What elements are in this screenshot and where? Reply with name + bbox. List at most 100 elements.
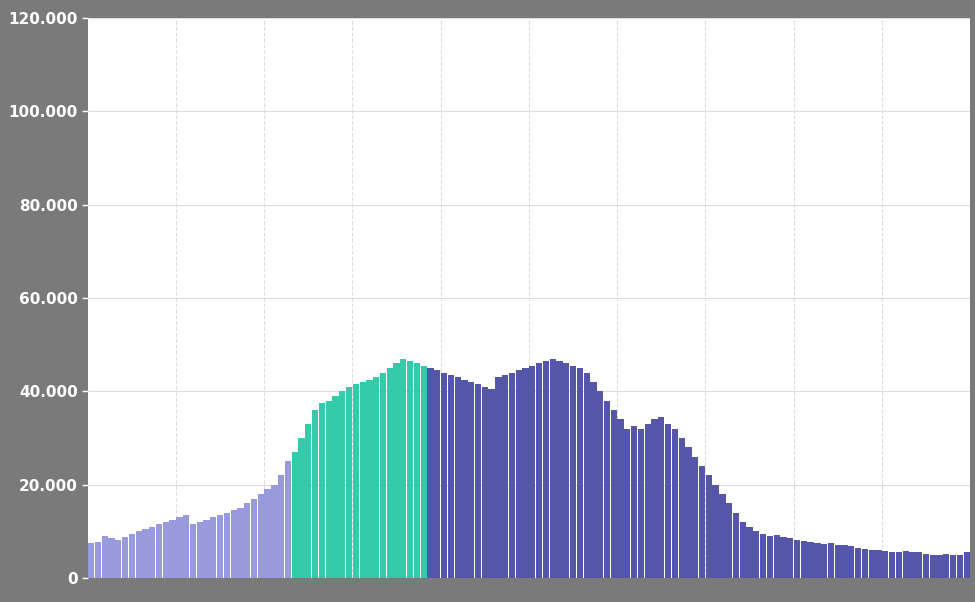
Bar — [848, 546, 854, 578]
Bar — [766, 536, 773, 578]
Bar — [488, 389, 494, 578]
Bar — [733, 512, 739, 578]
Bar — [855, 548, 861, 578]
Bar — [685, 447, 691, 578]
Bar — [794, 539, 800, 578]
Bar — [122, 537, 128, 578]
Bar — [353, 384, 359, 578]
Bar — [413, 364, 420, 578]
Bar — [841, 545, 847, 578]
Bar — [543, 361, 549, 578]
Bar — [740, 522, 746, 578]
Bar — [509, 373, 515, 578]
Bar — [482, 386, 488, 578]
Bar — [930, 554, 936, 578]
Bar — [726, 503, 732, 578]
Bar — [224, 512, 230, 578]
Bar — [305, 424, 311, 578]
Bar — [251, 498, 257, 578]
Bar — [163, 522, 169, 578]
Bar — [658, 417, 664, 578]
Bar — [651, 419, 657, 578]
Bar — [502, 375, 508, 578]
Bar — [211, 517, 216, 578]
Bar — [896, 552, 902, 578]
Bar — [454, 377, 461, 578]
Bar — [882, 551, 888, 578]
Bar — [441, 373, 448, 578]
Bar — [536, 364, 542, 578]
Bar — [217, 515, 223, 578]
Bar — [204, 520, 210, 578]
Bar — [577, 368, 583, 578]
Bar — [835, 545, 840, 578]
Bar — [950, 554, 956, 578]
Bar — [624, 429, 631, 578]
Bar — [617, 419, 624, 578]
Bar — [692, 456, 698, 578]
Bar — [597, 391, 604, 578]
Bar — [136, 531, 141, 578]
Bar — [807, 542, 814, 578]
Bar — [95, 542, 101, 578]
Bar — [910, 552, 916, 578]
Bar — [787, 538, 794, 578]
Bar — [706, 476, 712, 578]
Bar — [129, 533, 135, 578]
Bar — [298, 438, 304, 578]
Bar — [713, 485, 719, 578]
Bar — [170, 520, 175, 578]
Bar — [963, 552, 970, 578]
Bar — [550, 359, 556, 578]
Bar — [468, 382, 475, 578]
Bar — [475, 384, 481, 578]
Bar — [557, 361, 563, 578]
Bar — [889, 552, 895, 578]
Bar — [747, 527, 753, 578]
Bar — [387, 368, 393, 578]
Bar — [644, 424, 651, 578]
Bar — [610, 410, 617, 578]
Bar — [183, 515, 189, 578]
Bar — [360, 382, 366, 578]
Bar — [115, 539, 122, 578]
Bar — [434, 370, 441, 578]
Bar — [339, 391, 345, 578]
Bar — [638, 429, 644, 578]
Bar — [237, 508, 244, 578]
Bar — [495, 377, 501, 578]
Bar — [570, 365, 576, 578]
Bar — [407, 361, 413, 578]
Bar — [814, 543, 821, 578]
Bar — [197, 522, 203, 578]
Bar — [190, 524, 196, 578]
Bar — [773, 535, 780, 578]
Bar — [461, 380, 468, 578]
Bar — [149, 527, 155, 578]
Bar — [720, 494, 725, 578]
Bar — [401, 359, 407, 578]
Bar — [672, 429, 678, 578]
Bar — [821, 544, 828, 578]
Bar — [936, 554, 943, 578]
Bar — [312, 410, 318, 578]
Bar — [583, 373, 590, 578]
Bar — [604, 401, 610, 578]
Bar — [257, 494, 264, 578]
Bar — [923, 554, 929, 578]
Bar — [943, 554, 950, 578]
Bar — [754, 531, 760, 578]
Bar — [380, 373, 386, 578]
Bar — [679, 438, 684, 578]
Bar — [427, 368, 434, 578]
Bar — [631, 426, 638, 578]
Bar — [516, 370, 522, 578]
Bar — [869, 550, 875, 578]
Bar — [264, 489, 271, 578]
Bar — [278, 476, 285, 578]
Bar — [523, 368, 528, 578]
Bar — [230, 510, 237, 578]
Bar — [828, 543, 834, 578]
Bar — [665, 424, 671, 578]
Bar — [244, 503, 251, 578]
